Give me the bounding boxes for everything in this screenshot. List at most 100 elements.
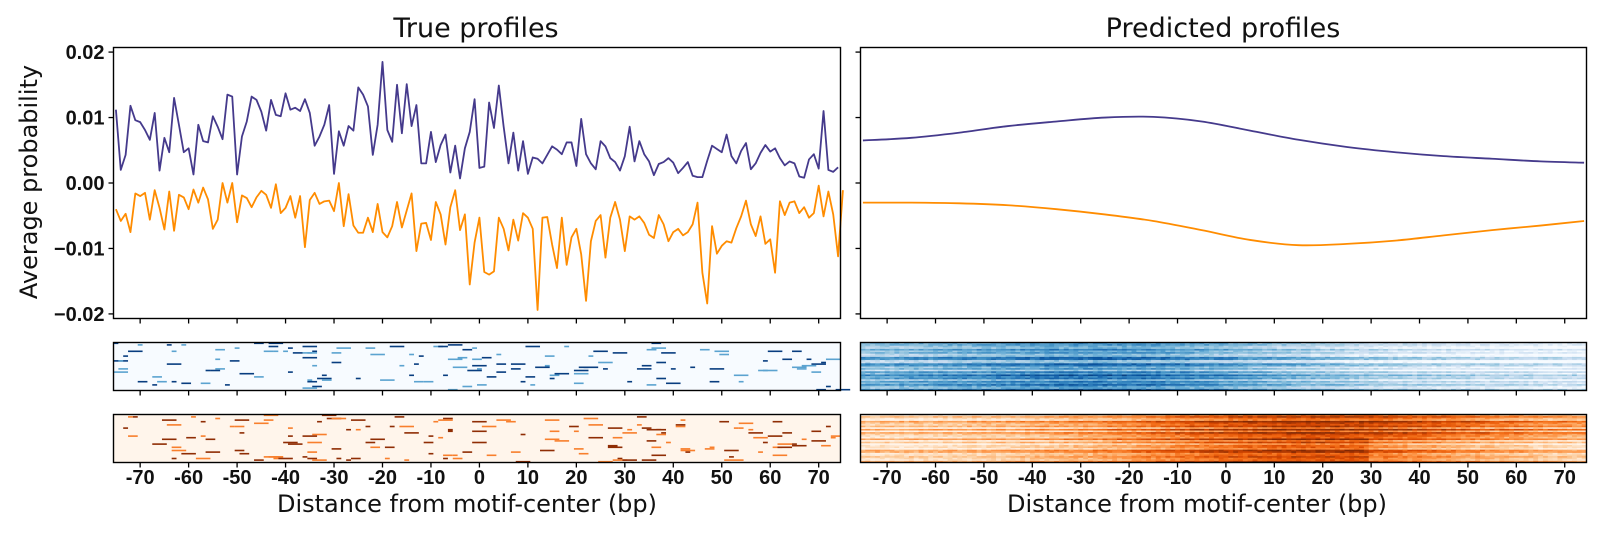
heatmap-cell — [1441, 385, 1447, 388]
heatmap-cell — [1392, 358, 1399, 361]
heatmap-cell — [656, 433, 667, 436]
heatmap-cell — [1286, 366, 1292, 369]
true-profiles-plot: 0.020.010.00−0.01−0.02 — [54, 42, 844, 326]
heatmap-cell — [875, 371, 881, 374]
heatmap-cell — [962, 353, 968, 356]
heatmap-cell — [1388, 377, 1394, 380]
heatmap-cell — [1344, 372, 1350, 375]
heatmap-cell — [1165, 379, 1171, 382]
heatmap-cell — [1228, 356, 1234, 359]
heatmap-cell — [1412, 374, 1418, 377]
heatmap-cell — [1160, 356, 1166, 359]
heatmap-cell — [1291, 350, 1297, 353]
heatmap-cell — [1213, 356, 1220, 359]
heatmap-cell — [1175, 358, 1181, 361]
heatmap-cell — [1054, 368, 1060, 370]
heatmap-cell — [1054, 353, 1060, 356]
heatmap-cell — [1121, 361, 1128, 364]
heatmap-cell — [1107, 345, 1113, 348]
heatmap-cell — [1460, 377, 1466, 380]
heatmap-cell — [942, 352, 949, 354]
heatmap-cell — [1300, 344, 1307, 346]
heatmap-cell — [1073, 355, 1079, 358]
heatmap-cell — [1509, 363, 1515, 366]
heatmap-cell — [1092, 376, 1099, 378]
heatmap-cell — [1320, 360, 1326, 362]
heatmap-cell — [1494, 344, 1500, 346]
heatmap-cell — [1470, 376, 1476, 378]
heatmap-cell — [1329, 363, 1336, 366]
heatmap-cell — [981, 371, 987, 374]
heatmap-cell — [1484, 358, 1491, 361]
heatmap-cell — [477, 430, 487, 433]
heatmap-cell — [1523, 361, 1529, 364]
heatmap-cell — [1276, 371, 1282, 374]
heatmap-cell — [1213, 382, 1220, 385]
heatmap-cell — [1063, 369, 1070, 372]
heatmap-cell — [1121, 355, 1128, 358]
heatmap-cell — [273, 350, 279, 353]
heatmap-cell — [1097, 345, 1103, 348]
heatmap-cell — [1460, 363, 1466, 366]
heatmap-cell — [1242, 350, 1249, 353]
heatmap-cell — [1291, 376, 1297, 378]
heatmap-cell — [918, 345, 924, 348]
right-y-ticks — [855, 51, 861, 315]
heatmap-cell — [1576, 347, 1583, 350]
heatmap-cell — [423, 441, 434, 444]
heatmap-cell — [384, 457, 390, 460]
heatmap-cell — [971, 385, 978, 388]
heatmap-cell — [1450, 361, 1457, 364]
heatmap-cell — [1363, 372, 1370, 375]
heatmap-cell — [947, 356, 953, 359]
heatmap-cell — [1000, 350, 1007, 353]
heatmap-cell — [1117, 361, 1123, 364]
heatmap-cell — [1455, 385, 1462, 388]
heatmap-cell — [1300, 372, 1307, 375]
heatmap-cell — [860, 377, 866, 380]
heatmap-cell — [976, 382, 982, 385]
heatmap-cell — [510, 363, 526, 365]
heatmap-cell — [472, 364, 487, 367]
heatmap-cell — [1296, 385, 1302, 388]
heatmap-cell — [331, 361, 342, 364]
heatmap-cell — [1470, 369, 1476, 372]
heatmap-cell — [1494, 366, 1500, 369]
heatmap-cell — [1092, 380, 1099, 383]
heatmap-cell — [1121, 368, 1128, 370]
heatmap-cell — [1475, 352, 1481, 354]
heatmap-cell — [1388, 361, 1394, 364]
heatmap-cell — [1218, 364, 1224, 367]
heatmap-cell — [1204, 353, 1210, 356]
heatmap-cell — [1054, 358, 1060, 361]
heatmap-cell — [1407, 350, 1413, 353]
heatmap-cell — [1397, 355, 1403, 358]
heatmap-cell — [1262, 363, 1268, 366]
heatmap-cell — [821, 444, 831, 447]
heatmap-cell — [733, 374, 749, 377]
heatmap-cell — [1068, 347, 1074, 350]
heatmap-cell — [685, 451, 691, 453]
heatmap-cell — [709, 380, 720, 383]
heatmap-cell — [1044, 361, 1050, 364]
heatmap-cell — [957, 358, 963, 361]
heatmap-cell — [1581, 345, 1587, 348]
heatmap-cell — [1102, 360, 1108, 362]
heatmap-cell — [607, 427, 623, 429]
heatmap-cell — [1029, 350, 1036, 353]
heatmap-cell — [273, 457, 279, 460]
heatmap-cell — [928, 384, 934, 386]
heatmap-cell — [976, 368, 982, 370]
heatmap-cell — [1552, 380, 1558, 383]
heatmap-cell — [894, 364, 900, 367]
heatmap-cell — [1533, 361, 1539, 364]
heatmap-cell — [1155, 372, 1161, 375]
heatmap-cell — [1204, 361, 1210, 364]
heatmap-cell — [1484, 356, 1491, 359]
heatmap-cell — [1494, 369, 1500, 372]
heatmap-cell — [894, 371, 900, 374]
heatmap-cell — [1484, 348, 1491, 351]
left-y-ticks: 0.020.010.00−0.01−0.02 — [54, 42, 114, 326]
heatmap-cell — [923, 372, 929, 375]
heatmap-cell — [1281, 369, 1287, 372]
